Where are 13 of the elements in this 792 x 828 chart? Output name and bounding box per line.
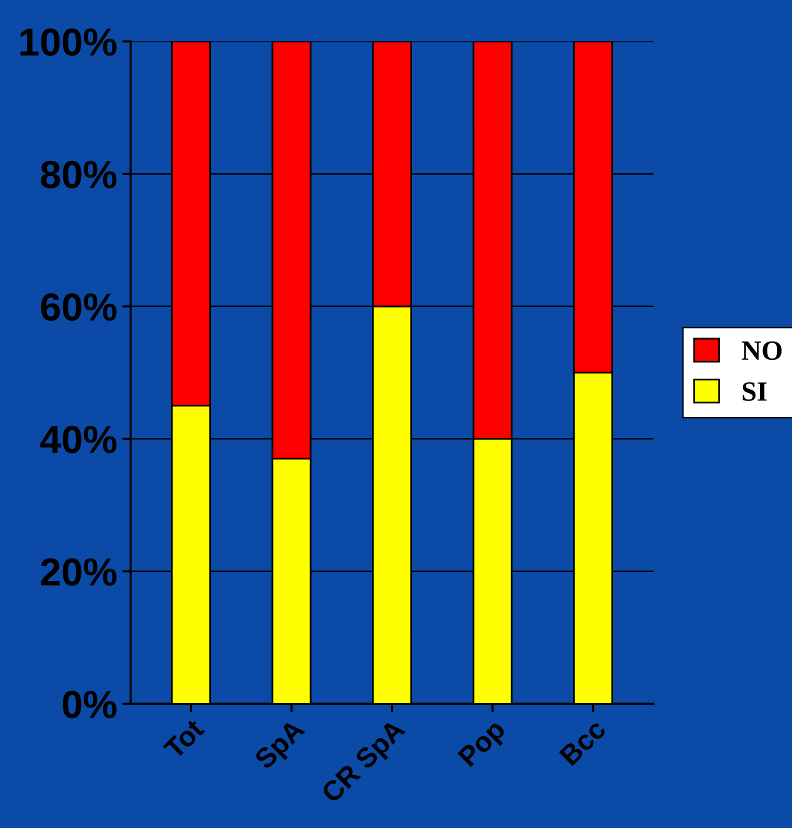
x-tick-label: SpA: [253, 718, 310, 774]
y-tick-label: 0%: [62, 690, 116, 718]
y-tick-label: 20%: [41, 558, 116, 586]
y-tick-label: 60%: [41, 293, 116, 321]
x-tick-label: Bcc: [559, 718, 607, 766]
y-tick-label: 100%: [20, 28, 116, 56]
y-tick-label: 40%: [40, 426, 116, 454]
x-tick-label: Pop: [458, 718, 510, 772]
y-tick-label: 80%: [40, 160, 116, 188]
x-tick-label: Tot: [162, 718, 206, 760]
x-tick-label: CR SpA: [320, 718, 410, 808]
legend-label: NO: [742, 341, 782, 360]
legend-label: SI: [742, 382, 767, 401]
